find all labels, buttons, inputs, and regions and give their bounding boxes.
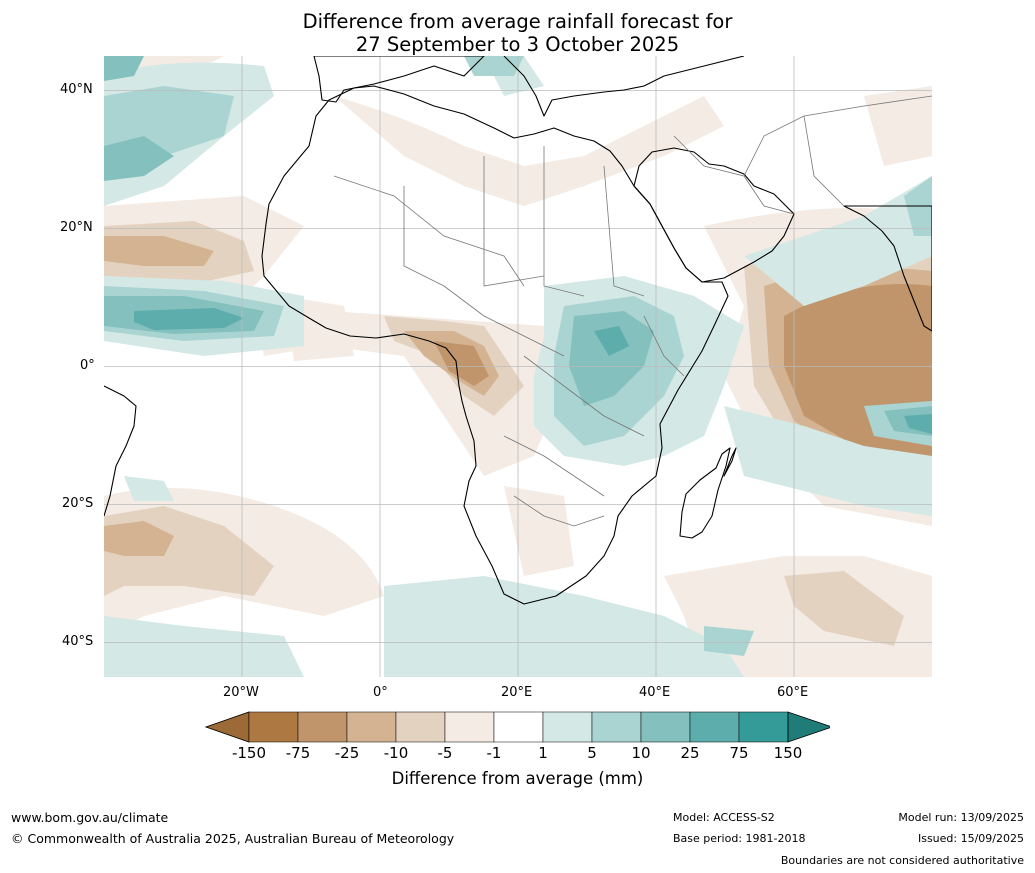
footer-model: Model: ACCESS-S2 (673, 811, 775, 824)
colorbar-tick-label: 25 (680, 744, 700, 762)
footer-disclaimer: Boundaries are not considered authoritat… (780, 854, 1024, 867)
lon-label-60e: 60°E (777, 685, 809, 700)
colorbar-cell (542, 711, 593, 743)
colorbar-extend-low (205, 711, 250, 743)
footer-base-period: Base period: 1981-2018 (673, 832, 806, 845)
colorbar-cell (689, 711, 740, 743)
lat-label-equator: 0° (80, 358, 95, 373)
colorbar-extend-high (787, 711, 830, 743)
colorbar-tick-label: -5 (437, 744, 453, 762)
colorbar-tick-label: 75 (729, 744, 749, 762)
lon-label-20w: 20°W (223, 685, 259, 700)
colorbar-tick-label: 10 (631, 744, 651, 762)
colorbar-title: Difference from average (mm) (391, 769, 644, 788)
footer-model-run: Model run: 13/09/2025 (898, 811, 1024, 824)
title-line-2: 27 September to 3 October 2025 (355, 33, 680, 56)
colorbar-tick-label: -150 (231, 744, 267, 762)
europe-coast (313, 56, 745, 117)
south-america-coast (104, 385, 137, 517)
colorbar-cell (297, 711, 348, 743)
title-line-1: Difference from average rainfall forecas… (302, 10, 733, 33)
colorbar-cell (493, 711, 544, 743)
lon-label-20e: 20°E (501, 685, 533, 700)
lat-label-20n: 20°N (60, 220, 93, 235)
africa-coast (261, 85, 729, 605)
lat-label-40s: 40°S (62, 634, 94, 649)
graticule (104, 56, 932, 677)
colorbar-tick-label: -10 (383, 744, 409, 762)
footer-copyright: © Commonwealth of Australia 2025, Austra… (11, 831, 455, 846)
colorbar-tick-label: 1 (538, 744, 548, 762)
colorbar-cell (640, 711, 691, 743)
colorbar-cell (591, 711, 642, 743)
footer-issued: Issued: 15/09/2025 (917, 832, 1024, 845)
colorbar-cell (248, 711, 299, 743)
madagascar-coast (679, 447, 737, 539)
colorbar-tick-label: -1 (486, 744, 502, 762)
colorbar-tick-label: -75 (285, 744, 311, 762)
lon-label-0: 0° (373, 685, 388, 700)
colorbar-cell (346, 711, 397, 743)
lat-label-40n: 40°N (60, 82, 93, 97)
lat-label-20s: 20°S (62, 496, 94, 511)
colorbar-tick-label: 5 (587, 744, 597, 762)
lon-label-40e: 40°E (639, 685, 671, 700)
colorbar (205, 711, 830, 743)
colorbar-cell (444, 711, 495, 743)
india-coast (843, 205, 932, 332)
country-borders (333, 95, 932, 527)
colorbar-tick-label: -25 (334, 744, 360, 762)
colorbar-tick-label: 150 (773, 744, 803, 762)
colorbar-cell (738, 711, 789, 743)
colorbar-cell (395, 711, 446, 743)
anomaly-fill-wet-very-strong (134, 308, 932, 434)
rainfall-anomaly-map (104, 56, 932, 677)
footer-website: www.bom.gov.au/climate (11, 810, 169, 825)
map-title: Difference from average rainfall forecas… (0, 10, 1035, 56)
